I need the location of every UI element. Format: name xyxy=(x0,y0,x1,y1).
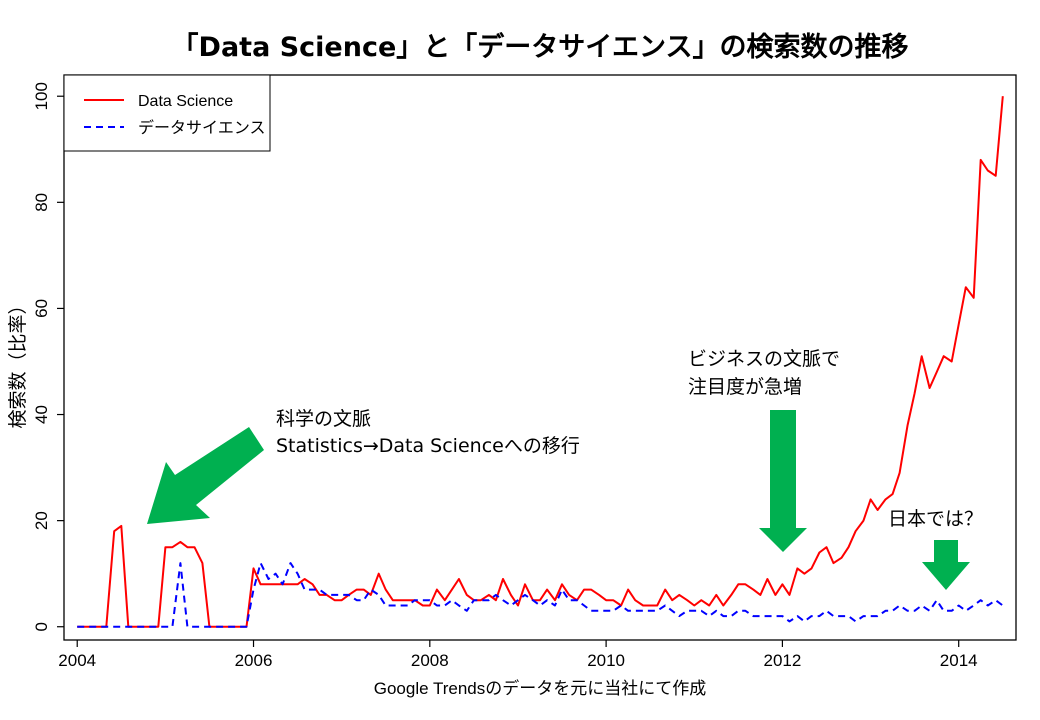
plot-frame xyxy=(63,74,1017,641)
x-tick-label: 2004 xyxy=(58,651,96,670)
legend-box xyxy=(63,74,271,152)
series-line-0 xyxy=(77,96,1004,628)
arrow-icon xyxy=(147,427,264,524)
x-tick-label: 2014 xyxy=(940,651,978,670)
annotation-text: 科学の文脈 xyxy=(276,408,371,430)
y-axis-label: 検索数（比率） xyxy=(7,295,29,428)
x-axis-label: Google Trendsのデータを元に当社にて作成 xyxy=(374,678,707,698)
y-tick-label: 0 xyxy=(32,622,51,631)
legend: Data Science データサイエンス xyxy=(63,74,271,152)
annotation-text: 日本では？ xyxy=(888,508,983,530)
y-tick-label: 60 xyxy=(32,299,51,318)
x-tick-label: 2012 xyxy=(763,651,801,670)
axes-layer: 2004 2006 2008 2010 2012 2014 0 20 40 60 80 100 xyxy=(32,74,1017,670)
annotation-text: ビジネスの文脈で xyxy=(688,348,840,370)
x-tick-label: 2008 xyxy=(411,651,449,670)
y-tick-label: 40 xyxy=(32,405,51,424)
series-layer xyxy=(77,96,1004,628)
arrow-icon xyxy=(759,410,807,552)
arrow-icon xyxy=(922,540,970,590)
annotation-text: 注目度が急増 xyxy=(688,376,802,398)
x-tick-label: 2006 xyxy=(235,651,273,670)
legend-label: Data Science xyxy=(138,93,233,110)
y-tick-label: 80 xyxy=(32,193,51,212)
annotation-layer: 科学の文脈 Statistics→Data Scienceへの移行 ビジネスの文脈で… xyxy=(147,348,983,590)
chart-title: 「Data Science」と「データサイエンス」の検索数の推移 xyxy=(172,31,909,63)
annotation-text: Statistics→Data Scienceへの移行 xyxy=(276,435,580,457)
legend-label: データサイエンス xyxy=(138,118,266,137)
series-line-1 xyxy=(77,562,1004,628)
y-tick-label: 20 xyxy=(32,511,51,530)
y-tick-label: 100 xyxy=(32,82,51,110)
x-tick-label: 2010 xyxy=(587,651,625,670)
